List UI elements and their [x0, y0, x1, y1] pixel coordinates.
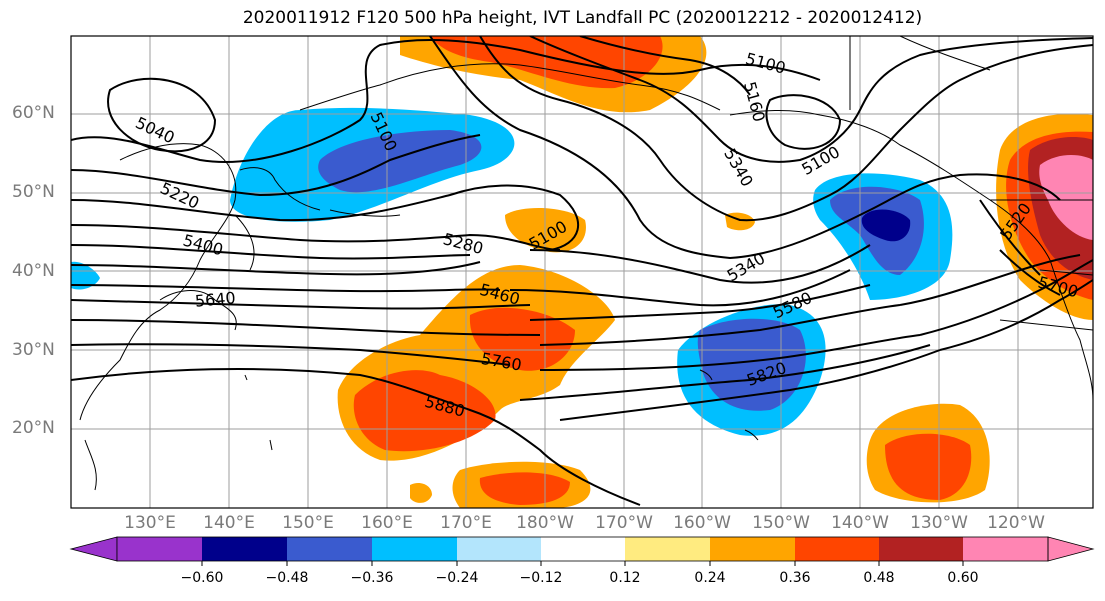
ivt-positive-blobs — [337, 36, 1093, 508]
lat-label: 50°N — [12, 182, 55, 202]
contour-label: 5640 — [194, 288, 236, 310]
lon-label: 130°W — [910, 513, 968, 533]
contour-label: 5340 — [720, 145, 757, 190]
lat-label: 60°N — [12, 103, 55, 123]
colorbar-tick-label: −0.36 — [350, 570, 394, 586]
lon-label: 140°E — [203, 513, 255, 533]
lon-label: 150°E — [282, 513, 334, 533]
lon-label: 170°E — [440, 513, 492, 533]
colorbar-tick-label: −0.24 — [435, 570, 479, 586]
colorbar-high-extend — [1047, 536, 1095, 562]
map-title: 2020011912 F120 500 hPa height, IVT Land… — [242, 8, 923, 28]
colorbar-low-extend — [69, 536, 118, 562]
lon-label: 150°W — [752, 513, 810, 533]
colorbar-tick-label: 0.36 — [779, 570, 811, 586]
lat-label: 20°N — [12, 418, 55, 438]
graticule — [71, 36, 1093, 508]
colorbar-tick-label: 0.12 — [609, 570, 641, 586]
colorbar-tick-label: −0.60 — [180, 570, 224, 586]
colorbar-tick-label: 0.48 — [863, 570, 895, 586]
lon-label: 140°W — [831, 513, 889, 533]
lat-label: 30°N — [12, 340, 55, 360]
colorbar-tick-label: −0.12 — [519, 570, 563, 586]
lon-label: 180°W — [516, 513, 574, 533]
contour-label: 5100 — [798, 142, 843, 179]
lat-label: 40°N — [12, 261, 55, 281]
colorbar-tick-label: 0.60 — [947, 570, 979, 586]
contour-label: 5340 — [724, 249, 769, 286]
lon-label: 120°W — [987, 513, 1045, 533]
height-contours — [71, 36, 1093, 506]
map-frame — [70, 35, 1094, 509]
lon-label: 170°W — [595, 513, 653, 533]
colorbar-tick-label: −0.48 — [265, 570, 309, 586]
colorbar-tick-label: 0.24 — [694, 570, 726, 586]
contour-label: 5280 — [441, 229, 485, 258]
lon-label: 130°E — [124, 513, 176, 533]
colorbar — [69, 536, 1095, 566]
lon-label: 160°E — [361, 513, 413, 533]
contour-label: 5040 — [133, 113, 178, 147]
lon-label: 160°W — [673, 513, 731, 533]
ivt-negative-blobs — [71, 107, 953, 436]
contour-label: 5160 — [740, 80, 769, 124]
